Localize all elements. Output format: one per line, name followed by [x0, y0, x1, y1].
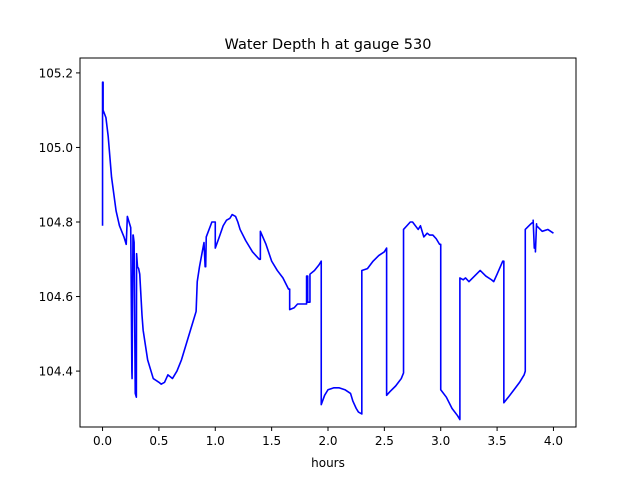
plot-area [101, 81, 554, 421]
x-tick-label: 1.0 [206, 434, 225, 448]
y-axis: 104.4 104.6 104.8 105.0 105.2 [39, 66, 80, 379]
y-tick-label: 104.4 [39, 365, 73, 379]
chart-title: Water Depth h at gauge 530 [225, 37, 432, 53]
series-line-water-depth [101, 81, 554, 421]
x-tick-label: 0.5 [149, 434, 168, 448]
y-tick-label: 104.8 [39, 216, 73, 230]
x-tick-label: 1.5 [262, 434, 281, 448]
x-axis: 0.0 0.5 1.0 1.5 2.0 2.5 3.0 3.5 4.0 [93, 427, 563, 448]
x-tick-label: 3.5 [488, 434, 507, 448]
y-tick-label: 105.0 [39, 141, 73, 155]
x-tick-label: 2.5 [375, 434, 394, 448]
x-tick-label: 0.0 [93, 434, 112, 448]
y-tick-label: 104.6 [39, 290, 73, 304]
plot-frame [79, 57, 577, 428]
x-tick-label: 3.0 [431, 434, 450, 448]
x-tick-label: 4.0 [544, 434, 563, 448]
x-axis-label: hours [311, 456, 345, 470]
x-tick-label: 2.0 [318, 434, 337, 448]
y-tick-label: 105.2 [39, 66, 73, 80]
